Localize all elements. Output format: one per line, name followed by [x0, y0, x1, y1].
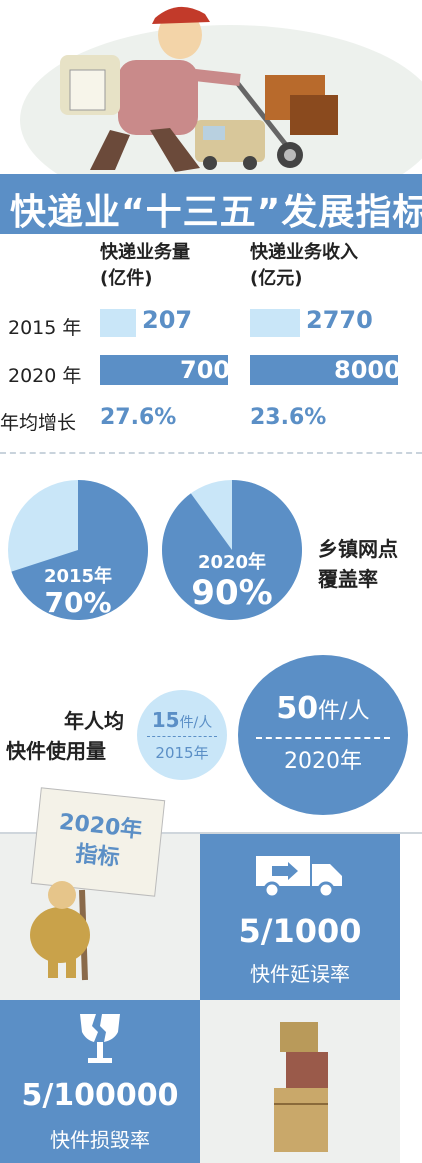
percapita-2015-year: 2015年 [155, 744, 209, 762]
percapita-2020-unit: 件/人 [318, 699, 370, 724]
bar-volume-2020 [100, 355, 228, 385]
percapita-2020-value: 50件/人 [238, 691, 408, 726]
growth-label: 年均增长 [0, 412, 77, 434]
delay-caption: 快件延误率 [250, 962, 350, 986]
pie-2015-slice [11, 480, 149, 620]
pie-2020: 2020年 90% [161, 480, 302, 620]
pie-2015-value: 70% [44, 586, 111, 619]
value-volume-2015: 207 [142, 306, 193, 334]
percapita-label: 年人均 [46, 706, 124, 736]
bar-revenue-2015 [250, 309, 300, 337]
pie-2020-value: 90% [191, 573, 272, 613]
bar-volume-2015 [100, 309, 136, 337]
page-title: 快递业“十三五”发展指标 [10, 192, 422, 233]
col-header-volume-unit: (亿件) [100, 268, 153, 289]
percapita-2015-unit: 件/人 [179, 715, 213, 731]
coverage-label-line2: 覆盖率 [318, 567, 378, 591]
damage-caption: 快件损毁率 [50, 1128, 150, 1152]
stacked-boxes-icon [274, 1022, 328, 1152]
row-label-2015: 2015 年 [8, 317, 82, 339]
percapita-label-2: 快件使用量 [6, 736, 106, 766]
percapita-2020-year: 2020年 [284, 749, 362, 774]
percapita-2015-value: 15件/人 [137, 708, 227, 732]
damage-value: 5/100000 [21, 1078, 179, 1113]
tiles-top-rule [0, 832, 422, 834]
col-header-volume: 快递业务量 (亿件) [100, 240, 190, 292]
pie-2020-year: 2020年 [198, 551, 266, 573]
percapita-2020-num: 50 [276, 691, 319, 726]
delay-value: 5/1000 [238, 912, 362, 950]
growth-volume: 27.6% [100, 405, 177, 430]
coverage-pies: 2015年 70% 2020年 90% [8, 480, 302, 620]
sign-illustration [30, 787, 166, 981]
percapita-2015-rule [147, 736, 217, 737]
sign-text: 2020年 指标 [47, 807, 151, 877]
boxes-tile [200, 1000, 400, 1163]
percapita-2020-circle: 50件/人 2020年 [238, 655, 408, 815]
title-band [0, 174, 422, 234]
percapita-2015-num: 15 [151, 708, 180, 732]
pie-2020-slice [161, 480, 302, 620]
col-header-revenue-unit: (亿元) [250, 268, 303, 289]
damage-tile: 5/100000 快件损毁率 [0, 1000, 200, 1163]
coverage-label-line1: 乡镇网点 [318, 537, 398, 561]
pie-2015-year: 2015年 [44, 565, 112, 587]
pie-2015: 2015年 70% [8, 480, 149, 620]
bar-revenue-2020 [250, 355, 398, 385]
percapita-label-line2: 快件使用量 [6, 739, 106, 763]
row-label-2020: 2020 年 [8, 365, 82, 387]
broken-glass-icon [80, 1014, 120, 1063]
col-header-revenue: 快递业务收入 (亿元) [250, 240, 358, 292]
coverage-label: 乡镇网点 覆盖率 [318, 534, 398, 594]
value-volume-2020: 700 [180, 356, 231, 384]
delay-tile: 5/1000 快件延误率 [200, 834, 400, 1000]
growth-revenue: 23.6% [250, 405, 327, 430]
courier-illustration [20, 6, 422, 180]
value-revenue-2015: 2770 [306, 306, 373, 334]
truck-icon [256, 856, 342, 899]
percapita-2020-rule [256, 737, 390, 739]
col-header-revenue-name: 快递业务收入 [250, 242, 358, 263]
divider [0, 452, 422, 454]
value-revenue-2020: 8000 [334, 356, 401, 384]
percapita-2015-circle: 15件/人 2015年 [137, 690, 227, 780]
percapita-label-line1: 年人均 [64, 709, 124, 733]
col-header-volume-name: 快递业务量 [100, 242, 190, 263]
